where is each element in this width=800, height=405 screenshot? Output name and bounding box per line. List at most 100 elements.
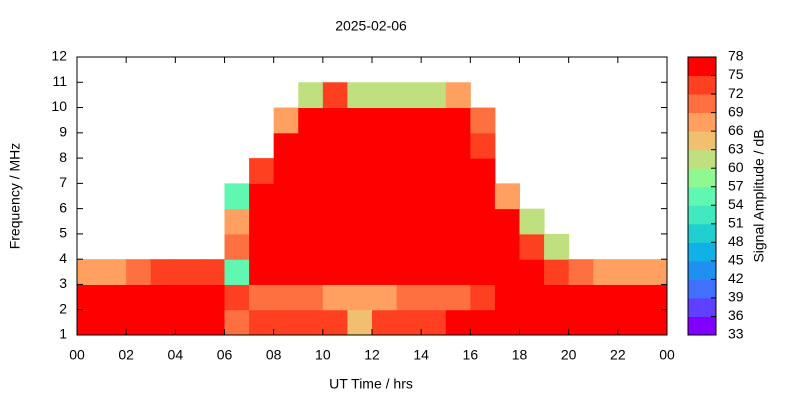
heat-cell [175,284,201,311]
heat-cell [101,284,127,311]
heat-cell [593,309,619,336]
heat-cell [396,132,422,159]
heat-cell [322,208,348,235]
heat-cell [347,158,373,184]
heat-cell [544,309,570,336]
heat-cell [494,183,520,210]
y-tick-label: 11 [52,73,67,89]
y-tick-label: 2 [59,300,67,316]
colorbar-band [688,149,716,169]
heat-cell [347,233,373,260]
x-tick-label: 02 [118,347,134,363]
heat-cell [421,259,447,285]
heat-cell [150,309,176,336]
heat-cell [249,233,275,260]
heat-cell [298,107,324,134]
heat-cell [298,82,324,109]
colorbar-tick-label: 60 [728,159,744,175]
heat-cell [347,259,373,285]
heat-cell [298,284,324,311]
heat-cell [298,158,324,184]
colorbar-band [688,279,716,299]
heat-cell [470,309,496,336]
x-tick-label: 06 [217,347,233,363]
colorbar-tick-label: 36 [728,307,744,323]
heat-cell [199,259,225,285]
heat-cell [224,233,250,260]
heat-cell [347,183,373,210]
heat-cell [396,183,422,210]
heat-cell [470,259,496,285]
heat-cell [421,183,447,210]
x-tick-label: 22 [610,347,626,363]
heat-cell [494,284,520,311]
heat-cell [494,208,520,235]
heat-cell [544,284,570,311]
x-tick-label: 10 [315,347,331,363]
heat-cell [396,158,422,184]
heat-cell [347,107,373,134]
heat-cell [372,284,398,311]
heat-cell [372,107,398,134]
colorbar-band [688,242,716,262]
heat-cell [617,259,643,285]
heat-cell [224,309,250,336]
heat-cell [347,82,373,109]
heat-cell [421,158,447,184]
heat-cell [445,132,471,159]
heat-cell [249,183,275,210]
heat-cell [249,284,275,311]
heat-cell [199,284,225,311]
x-tick-label: 20 [561,347,577,363]
colorbar-tick-label: 42 [728,270,744,286]
heat-cell [617,284,643,311]
heat-cell [77,259,103,285]
heat-cell [519,259,545,285]
heat-cell [322,158,348,184]
heat-cell [445,107,471,134]
heat-cell [593,259,619,285]
heat-cell [445,183,471,210]
heat-cell [519,284,545,311]
colorbar-frame [687,56,717,336]
heat-cell [642,309,668,336]
colorbar-band [688,168,716,188]
heat-cell [470,284,496,311]
heat-cell [150,284,176,311]
heat-cell [224,259,250,285]
heat-cell [273,132,299,159]
heat-cell [372,259,398,285]
heat-cell [568,309,594,336]
heat-cell [396,233,422,260]
y-tick-label: 12 [51,48,67,64]
heat-cell [273,284,299,311]
heat-cell [298,259,324,285]
heat-cell [322,82,348,109]
heat-cell [298,233,324,260]
heat-cell [568,259,594,285]
heat-cell [101,309,127,336]
y-tick-label: 10 [51,98,67,114]
heat-cell [544,233,570,260]
heat-cell [470,183,496,210]
heat-cell [322,183,348,210]
colorbar-tick-label: 57 [728,177,744,193]
heat-cell [519,233,545,260]
heat-cell [396,284,422,311]
colorbar-band [688,186,716,206]
x-tick-label: 18 [512,347,528,363]
colorbar-tick-label: 54 [728,196,744,212]
heat-cell [372,309,398,336]
colorbar-band [688,131,716,151]
heat-cell [372,158,398,184]
colorbar-tick-label: 51 [728,215,744,231]
heat-cell [347,309,373,336]
colorbar-tick-label: 63 [728,140,744,156]
y-tick-label: 5 [59,225,67,241]
heat-cell [445,309,471,336]
heat-cell [421,82,447,109]
x-tick-label: 00 [659,347,675,363]
colorbar-band [688,223,716,243]
heat-cell [519,208,545,235]
heat-cell [322,233,348,260]
